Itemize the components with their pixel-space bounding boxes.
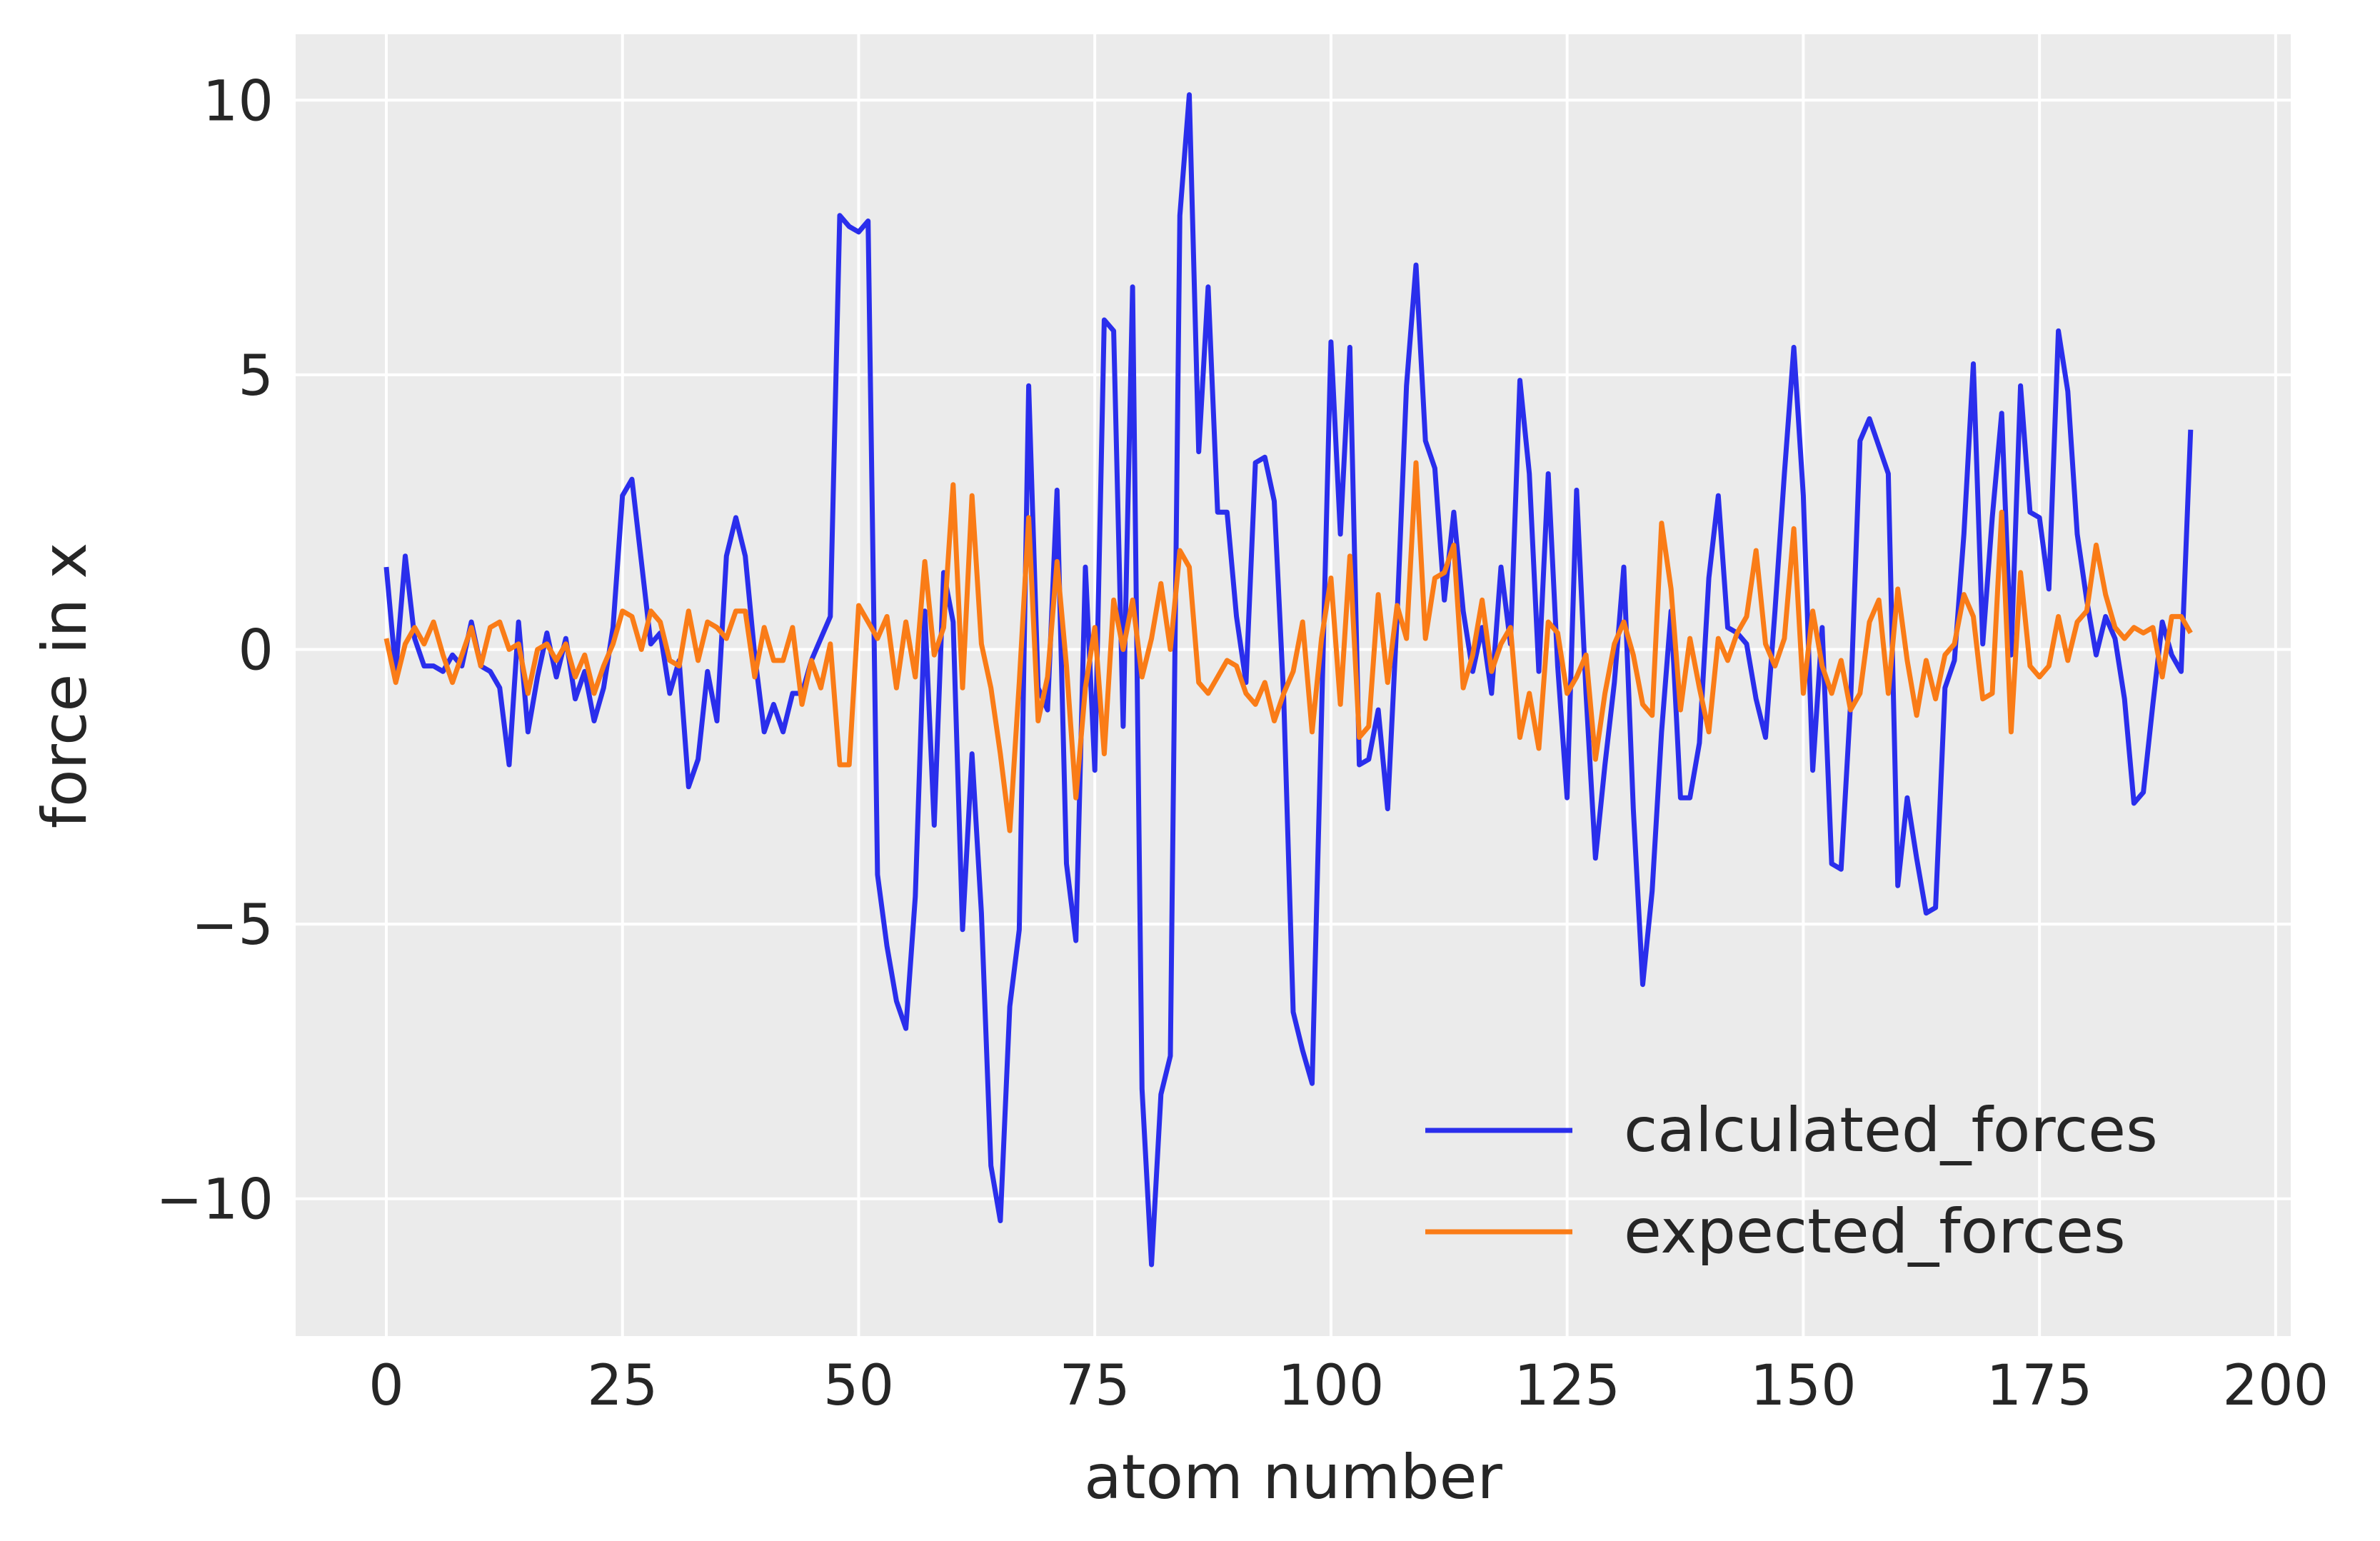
legend-label-calculated-forces: calculated_forces <box>1624 1095 2158 1166</box>
y-tick-label: 10 <box>203 69 273 134</box>
plot-area <box>296 34 2291 1336</box>
x-tick-label: 150 <box>1750 1354 1857 1418</box>
x-axis-label: atom number <box>1084 1442 1502 1513</box>
y-tick-label: 0 <box>238 619 273 683</box>
x-tick-label: 100 <box>1277 1354 1384 1418</box>
y-tick-label: −5 <box>191 893 273 958</box>
y-gridlines <box>296 99 2291 1200</box>
legend-label-expected-forces: expected_forces <box>1624 1196 2126 1268</box>
x-tick-label: 125 <box>1514 1354 1620 1418</box>
x-tick-label: 75 <box>1060 1354 1130 1418</box>
y-tick-labels: 10 5 0 −5 −10 <box>156 69 273 1232</box>
x-tick-label: 25 <box>587 1354 658 1418</box>
y-axis-label: force in x <box>29 543 101 829</box>
series-line-expected-forces <box>383 460 2193 833</box>
y-tick-label: −10 <box>156 1168 273 1233</box>
x-tick-label: 0 <box>368 1354 404 1418</box>
x-tick-label: 200 <box>2222 1354 2329 1418</box>
y-tick-label: 5 <box>238 344 273 408</box>
legend: calculated_forces expected_forces <box>1425 1095 2158 1268</box>
x-tick-label: 175 <box>1987 1354 2093 1418</box>
series-layer <box>383 92 2194 1268</box>
x-tick-label: 50 <box>823 1354 894 1418</box>
series-line-calculated-forces <box>383 92 2194 1268</box>
x-tick-labels: 0 25 50 75 100 125 150 175 200 <box>368 1354 2329 1418</box>
